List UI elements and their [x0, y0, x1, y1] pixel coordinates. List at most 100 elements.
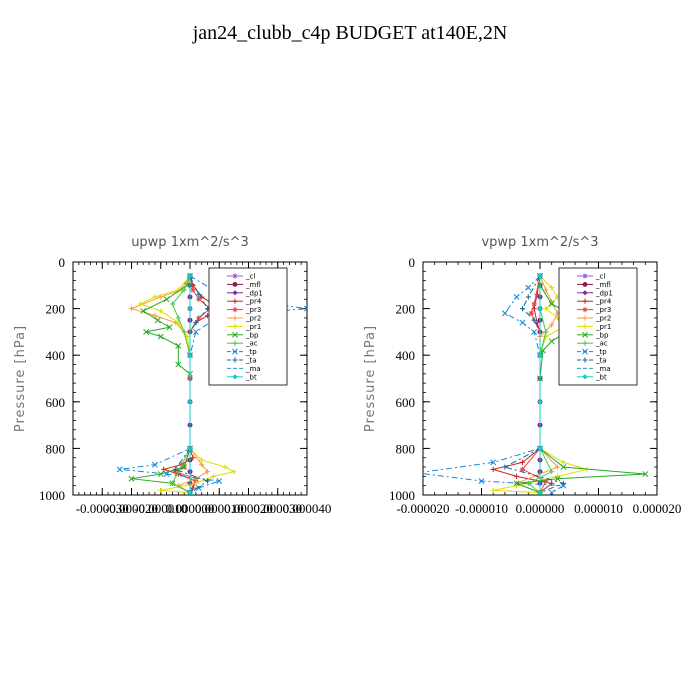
data-point — [490, 466, 496, 472]
legend-label: _dp1 — [595, 289, 613, 297]
data-point — [519, 459, 526, 465]
legend-label: _cl — [595, 273, 605, 281]
data-point — [128, 306, 135, 312]
legend-label: _tp — [595, 348, 607, 356]
data-point — [548, 489, 555, 495]
data-point — [199, 462, 205, 468]
data-point — [560, 464, 567, 470]
legend-label: _mfl — [245, 281, 261, 289]
legend-label: _tp — [245, 348, 257, 356]
data-point — [216, 478, 223, 484]
data-point — [549, 285, 555, 291]
y-tick-label: 1000 — [389, 488, 415, 503]
data-point — [163, 296, 170, 303]
x-tick-label: 0.000020 — [224, 501, 273, 516]
data-point — [143, 328, 150, 335]
y-axis-label: Pressure [hPa] — [13, 325, 28, 432]
legend-marker — [232, 307, 238, 313]
legend-label: _ac — [245, 340, 258, 348]
data-point — [190, 455, 196, 461]
y-tick-label: 0 — [59, 255, 66, 270]
x-tick-label: 0.000020 — [633, 501, 682, 516]
x-tick-label: 0.000040 — [283, 501, 332, 516]
x-tick-label: 0.000030 — [253, 501, 302, 516]
data-point — [157, 333, 164, 340]
legend-box — [208, 267, 288, 386]
data-point — [210, 473, 216, 479]
legend-marker — [582, 323, 588, 329]
data-point — [537, 306, 543, 312]
legend-label: _pr1 — [245, 323, 261, 331]
data-point — [528, 310, 534, 316]
legend-label: _ta — [595, 357, 607, 365]
data-point — [193, 476, 199, 482]
data-point — [531, 317, 537, 323]
data-point — [187, 306, 193, 312]
data-point — [548, 338, 555, 345]
data-point — [543, 306, 549, 312]
legend-marker — [582, 374, 588, 380]
data-point — [543, 287, 549, 293]
data-point — [140, 307, 147, 314]
data-point — [187, 273, 193, 279]
data-point — [187, 490, 193, 495]
x-tick-label: -0.000020 — [105, 501, 158, 516]
series-bt — [537, 273, 543, 495]
data-point — [525, 284, 532, 291]
legend-marker — [582, 340, 588, 346]
legend-marker — [232, 340, 238, 346]
data-point — [204, 469, 211, 475]
y-tick-label: 800 — [396, 441, 416, 456]
series-tp — [423, 273, 567, 495]
data-point — [196, 296, 202, 302]
data-point — [196, 292, 202, 298]
data-point — [181, 464, 188, 470]
data-point — [222, 464, 228, 470]
data-point — [181, 287, 187, 293]
legend-marker — [232, 282, 238, 287]
data-point — [192, 328, 199, 335]
data-point — [531, 328, 538, 335]
legend-label: _pr4 — [595, 298, 612, 306]
data-point — [543, 333, 549, 340]
data-point — [537, 273, 543, 279]
data-point — [560, 459, 566, 465]
legend-marker — [582, 307, 588, 313]
series-line-pr2 — [129, 275, 209, 494]
data-point — [304, 305, 307, 312]
legend-marker — [232, 273, 238, 279]
x-tick-label: -0.000020 — [396, 501, 449, 516]
data-point — [116, 466, 123, 473]
y-axis-label: Pressure [hPa] — [363, 325, 378, 432]
data-point — [490, 459, 497, 466]
legend-marker — [232, 290, 238, 296]
y-tick-label: 600 — [46, 395, 66, 410]
legend-label: _bt — [595, 373, 607, 381]
legend-marker — [232, 374, 238, 380]
x-tick-label: 0.000010 — [574, 501, 623, 516]
panel-vpwp: vpwp 1xm^2/s^3 Pressure [hPa] 0 200 400 600 80… — [363, 235, 681, 516]
legend-label: _bp — [595, 331, 609, 339]
legend-marker — [232, 323, 238, 329]
data-point — [166, 324, 173, 331]
legend-marker — [582, 357, 588, 363]
data-layer — [423, 273, 649, 495]
data-point — [169, 301, 176, 307]
data-point — [193, 319, 199, 326]
data-point — [190, 287, 196, 293]
data-point — [537, 399, 543, 405]
legend-label: _ma — [595, 365, 611, 373]
data-point — [560, 480, 566, 486]
data-point — [158, 308, 164, 314]
data-point — [152, 312, 158, 319]
data-point — [175, 315, 181, 321]
legend-label: _pr2 — [595, 315, 611, 323]
legend-marker — [582, 348, 588, 355]
data-point — [128, 475, 135, 482]
legend-label: _ac — [595, 340, 608, 348]
data-point — [543, 329, 549, 335]
data-point — [537, 490, 543, 495]
data-point — [137, 301, 143, 307]
legend-marker — [582, 298, 588, 304]
